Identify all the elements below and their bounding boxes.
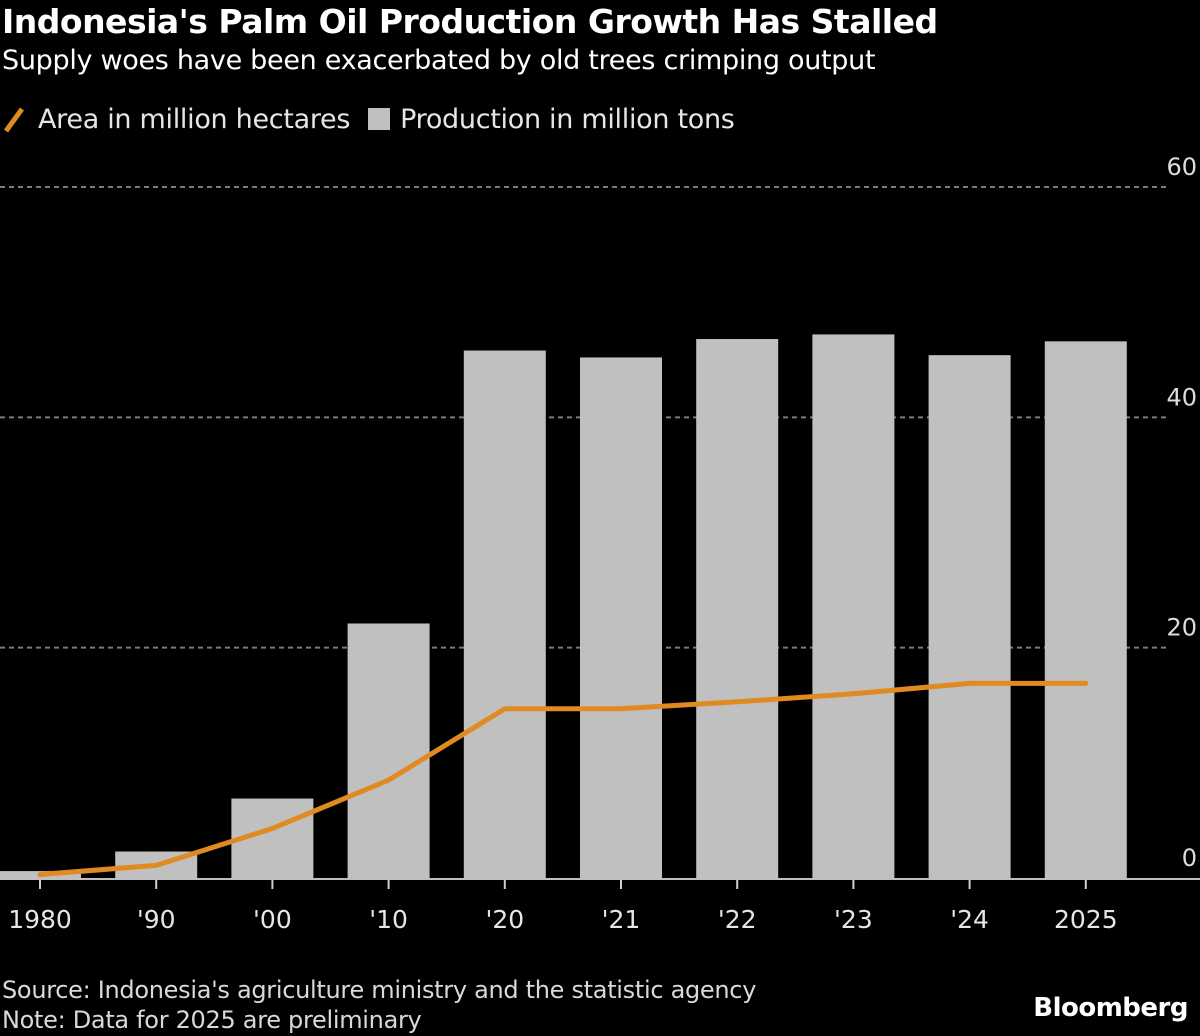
legend-label-area: Area in million hectares xyxy=(38,103,351,135)
bar-production xyxy=(696,339,779,878)
x-tick-label: '21 xyxy=(602,905,641,934)
bars xyxy=(0,334,1127,879)
x-tick-label: '22 xyxy=(718,905,757,934)
x-tick-label: 2025 xyxy=(1054,905,1118,934)
bloomberg-logo: Bloomberg xyxy=(1033,993,1188,1023)
legend-item-area: Area in million hectares xyxy=(2,103,350,135)
note-text: Note: Data for 2025 are preliminary xyxy=(2,1006,422,1034)
bar-production xyxy=(463,350,546,879)
bar-production xyxy=(812,334,895,878)
bar-production xyxy=(1044,341,1127,878)
line-swatch-icon xyxy=(3,107,25,133)
y-tick-label: 20 xyxy=(1166,614,1197,642)
x-tick-label: '20 xyxy=(485,905,524,934)
line-area-series xyxy=(37,680,1089,878)
y-tick-label: 40 xyxy=(1166,383,1197,411)
y-tick-label: 0 xyxy=(1182,844,1197,872)
y-tick-label: 60 xyxy=(1166,153,1197,181)
x-tick-label: '23 xyxy=(834,905,873,934)
y-axis-labels: 0 20 40 60 xyxy=(1166,153,1197,872)
bar-swatch-icon xyxy=(368,108,391,130)
bar-production xyxy=(347,623,430,878)
x-tick-label: '10 xyxy=(369,905,408,934)
chart-subtitle: Supply woes have been exacerbated by old… xyxy=(2,45,876,76)
x-tick-label: 1980 xyxy=(8,905,72,934)
x-axis xyxy=(0,878,1200,889)
x-tick-label: '90 xyxy=(137,905,176,934)
source-text: Source: Indonesia's agriculture ministry… xyxy=(2,976,757,1004)
legend: Area in million hectares Production in m… xyxy=(2,103,753,135)
bar-production xyxy=(928,355,1011,879)
x-tick-label: '00 xyxy=(253,905,292,934)
x-tick-label: '24 xyxy=(950,905,989,934)
bar-production xyxy=(580,357,662,878)
x-axis-labels: 1980 '90 '00 '10 '20 '21 '22 '23 '24 2025 xyxy=(8,905,1117,934)
legend-label-production: Production in million tons xyxy=(400,103,735,135)
area-line xyxy=(37,680,1089,878)
legend-item-production: Production in million tons xyxy=(368,103,735,135)
chart-title: Indonesia's Palm Oil Production Growth H… xyxy=(2,2,938,41)
footer-notes: Source: Indonesia's agriculture ministry… xyxy=(2,975,756,1035)
